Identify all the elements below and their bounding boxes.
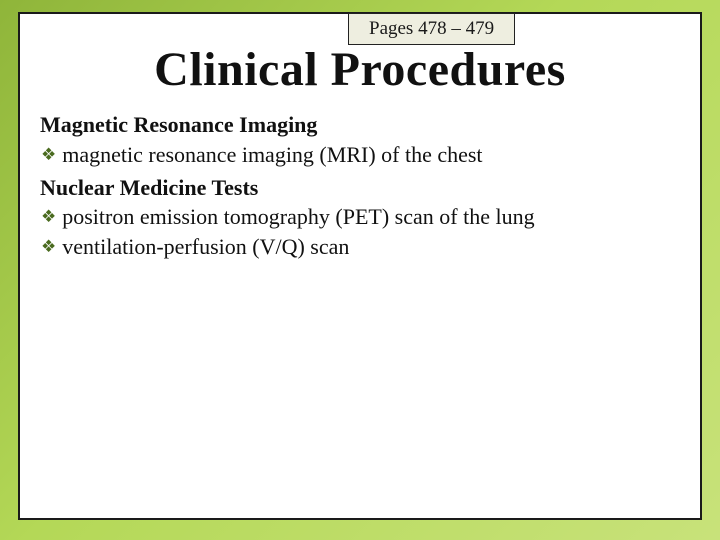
diamond-bullet-icon: ❖ (41, 202, 56, 232)
section-header: Nuclear Medicine Tests (40, 174, 680, 203)
section-header: Magnetic Resonance Imaging (40, 111, 680, 140)
list-item: ❖ ventilation-perfusion (V/Q) scan (40, 232, 680, 262)
pages-tab: Pages 478 – 479 (348, 13, 515, 45)
list-item: ❖ positron emission tomography (PET) sca… (40, 202, 680, 232)
slide-frame: Pages 478 – 479 Clinical Procedures Magn… (18, 12, 702, 520)
list-item: ❖ magnetic resonance imaging (MRI) of th… (40, 140, 680, 170)
diamond-bullet-icon: ❖ (41, 140, 56, 170)
list-item-text: ventilation-perfusion (V/Q) scan (62, 232, 680, 262)
title-wrap: Clinical Procedures (20, 42, 700, 97)
content-area: Magnetic Resonance Imaging ❖ magnetic re… (20, 97, 700, 262)
list-item-text: magnetic resonance imaging (MRI) of the … (62, 140, 680, 170)
slide-title: Clinical Procedures (20, 42, 700, 97)
pages-label: Pages 478 – 479 (369, 18, 494, 39)
diamond-bullet-icon: ❖ (41, 232, 56, 262)
list-item-text: positron emission tomography (PET) scan … (62, 202, 680, 232)
